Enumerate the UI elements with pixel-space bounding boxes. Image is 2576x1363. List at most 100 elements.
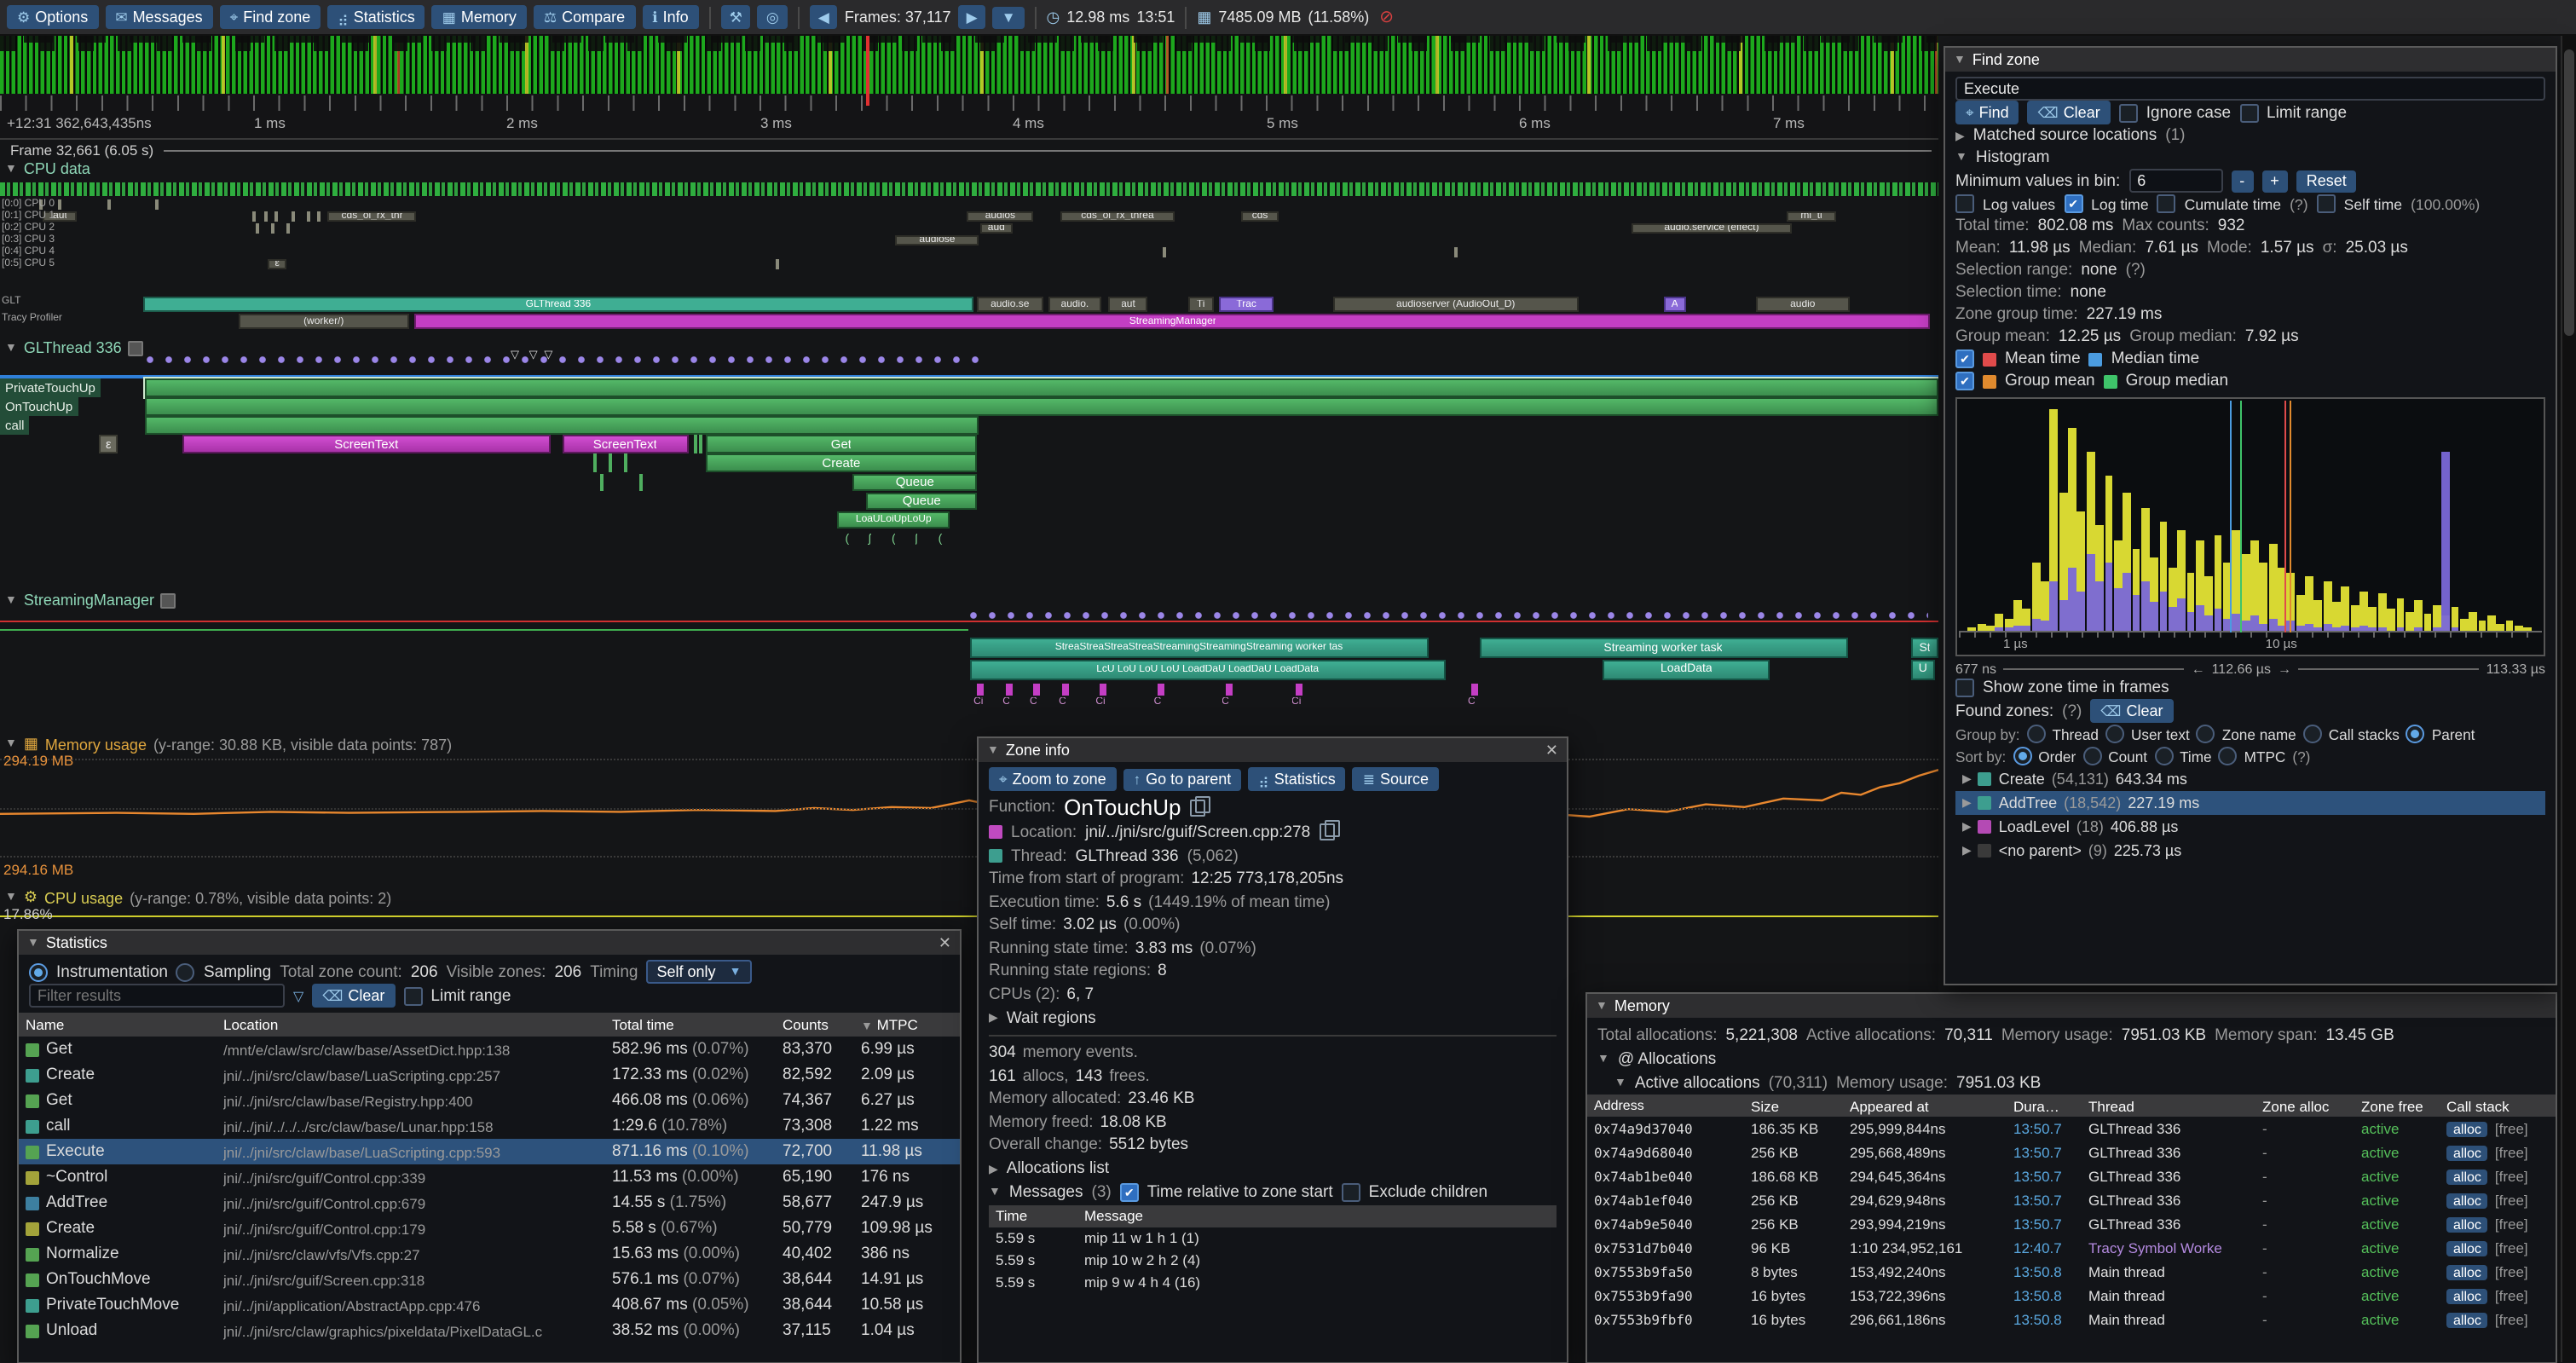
allocation-thread[interactable]: Main thread xyxy=(2088,1287,2165,1304)
copy-icon[interactable] xyxy=(1319,820,1340,840)
alloc-callstack-button[interactable]: alloc xyxy=(2446,1169,2488,1184)
column-duration[interactable]: Dura… xyxy=(2013,1097,2059,1114)
zone-bar[interactable] xyxy=(600,473,604,491)
goto-frame-button[interactable]: ◎ xyxy=(757,5,788,29)
ignore-case-checkbox[interactable] xyxy=(2118,103,2138,122)
cpu-data-header[interactable]: ▼ CPU data xyxy=(5,160,90,177)
sort-by-radio[interactable] xyxy=(2013,747,2032,765)
alloc-callstack-button[interactable]: alloc xyxy=(2446,1288,2488,1303)
close-icon[interactable]: ✕ xyxy=(938,933,951,950)
allocation-row[interactable]: 0x74ab1be040 186.68 KB 294,645,364ns 13:… xyxy=(1587,1164,2556,1188)
zone-bar[interactable]: Get xyxy=(705,435,978,453)
cumulate-time-checkbox[interactable] xyxy=(2157,194,2176,213)
cpu-zone-segment[interactable]: mi_ti xyxy=(1787,211,1836,222)
cpu-zone-segment[interactable] xyxy=(274,211,279,222)
alloc-callstack-button[interactable]: alloc xyxy=(2446,1216,2488,1232)
alloc-callstack-button[interactable]: alloc xyxy=(2446,1121,2488,1136)
cpu-zone-segment[interactable]: audioserver (AudioOut_D) xyxy=(1333,297,1578,312)
zone-bar[interactable] xyxy=(639,473,644,491)
statistics-titlebar[interactable]: ▼ Statistics ✕ xyxy=(19,931,960,955)
memory-usage-graph[interactable] xyxy=(0,759,1938,858)
allocation-address[interactable]: 0x74ab9e5040 xyxy=(1594,1216,1693,1232)
column-time[interactable]: Time xyxy=(996,1207,1028,1224)
column-call-stack[interactable]: Call stack xyxy=(2446,1097,2510,1114)
group-mean-checkbox[interactable]: ✔ xyxy=(1955,372,1974,390)
cpu-zone-segment[interactable]: aut xyxy=(1108,297,1148,312)
alloc-callstack-button[interactable]: alloc xyxy=(2446,1312,2488,1327)
column-name[interactable]: Name xyxy=(26,1016,65,1033)
memory-usage-header[interactable]: ▼ ▦ Memory usage (y-range: 30.88 KB, vis… xyxy=(5,735,452,754)
cpu-usage-header[interactable]: ▼ ⚙ CPU usage (y-range: 0.78%, visible d… xyxy=(5,888,391,907)
min-bin-input[interactable] xyxy=(2128,169,2223,193)
statistics-row[interactable]: call jni/../jni/../../../src/claw/base/L… xyxy=(19,1113,960,1139)
help-icon[interactable]: (?) xyxy=(2062,702,2082,720)
zone-bar[interactable]: C xyxy=(1222,684,1233,707)
zone-bar[interactable]: C xyxy=(1154,684,1164,707)
toolbar-button[interactable]: ✉ Messages xyxy=(105,5,213,29)
time-relative-checkbox[interactable]: ✔ xyxy=(1119,1183,1139,1202)
cpu-zone-segment[interactable]: audiose xyxy=(895,235,979,246)
found-zone-group-row[interactable]: ▶ AddTree (18,542) 227.19 ms xyxy=(1955,791,2545,815)
allocation-thread[interactable]: GLThread 336 xyxy=(2088,1192,2181,1209)
limit-range-checkbox[interactable] xyxy=(2239,103,2259,122)
allocation-address[interactable]: 0x7553b9fa90 xyxy=(1594,1288,1693,1303)
streaming-message-dots[interactable] xyxy=(968,609,1928,622)
min-bin-increase-button[interactable]: + xyxy=(2261,170,2288,192)
column-thread[interactable]: Thread xyxy=(2088,1097,2134,1114)
allocation-address[interactable]: 0x74ab1be040 xyxy=(1594,1169,1693,1184)
zone-bar[interactable]: ( xyxy=(892,533,896,546)
allocation-row[interactable]: 0x7531d7b040 96 KB 1:10 234,952,161 12:4… xyxy=(1587,1236,2556,1260)
gl-message-dots[interactable]: ▽ ▽ ▽ xyxy=(145,349,984,367)
wait-regions-toggle[interactable]: ▶ Wait regions xyxy=(989,1006,1557,1030)
notification-mute-icon[interactable]: ⊘ xyxy=(1379,8,1394,26)
cpu-zone-segment[interactable]: cds_ol_rx_threa xyxy=(1060,211,1175,222)
zone-statistics-button[interactable]: ⣴ Statistics xyxy=(1248,767,1346,791)
cpu-zone-segment[interactable]: ε xyxy=(267,259,287,270)
zone-bar[interactable]: Ci xyxy=(973,684,985,707)
cpu-zone-segment[interactable] xyxy=(775,259,779,270)
zone-bar[interactable] xyxy=(699,435,703,453)
allocation-address[interactable]: 0x7531d7b040 xyxy=(1594,1240,1693,1256)
cpu-zone-segment[interactable] xyxy=(154,199,159,211)
cpu-core-row[interactable]: [0:4] CPU 4 xyxy=(0,247,1938,258)
group-by-radio[interactable] xyxy=(2026,725,2046,743)
instrumentation-radio[interactable] xyxy=(29,962,48,981)
zone-bar[interactable]: Streaming worker task xyxy=(1479,638,1848,658)
zone-time-histogram[interactable]: 1 µs 10 µs xyxy=(1955,397,2545,656)
matched-locations-toggle[interactable]: ▶ Matched source locations (1) xyxy=(1955,124,2545,147)
allocations-table-header[interactable]: Address Size Appeared at Dura… Thread Zo… xyxy=(1587,1094,2556,1117)
cpu-zone-segment[interactable]: aud xyxy=(980,223,1012,234)
statistics-row[interactable]: ~Control jni/../jni/src/guif/Control.cpp… xyxy=(19,1164,960,1190)
cpu-zone-segment[interactable] xyxy=(317,211,321,222)
zoom-to-zone-button[interactable]: ⌖ Zoom to zone xyxy=(989,767,1117,791)
cpu-zone-segment[interactable] xyxy=(107,199,111,211)
thread-name[interactable]: GLThread 336 xyxy=(1075,846,1179,865)
message-row[interactable]: 5.59 s mip 9 w 4 h 4 (16) xyxy=(989,1271,1557,1293)
cpu-zone-segment[interactable] xyxy=(58,199,62,211)
message-marker-icon[interactable]: ▽ xyxy=(544,349,553,361)
cpu-zone-segment[interactable]: audios xyxy=(967,211,1034,222)
allocation-address[interactable]: 0x74a9d68040 xyxy=(1594,1145,1693,1160)
gl-thread-header[interactable]: ▼ GLThread 336 xyxy=(5,339,144,356)
zone-info-titlebar[interactable]: ▼ Zone info ✕ xyxy=(979,738,1567,762)
column-counts[interactable]: Counts xyxy=(783,1016,829,1033)
allocation-row[interactable]: 0x7553b9fa50 8 bytes 153,492,240ns 13:50… xyxy=(1587,1260,2556,1284)
tools-button[interactable]: ⚒ xyxy=(720,5,751,29)
cpu-zone-segment[interactable] xyxy=(256,223,260,234)
allocation-thread[interactable]: GLThread 336 xyxy=(2088,1144,2181,1161)
help-icon[interactable]: (?) xyxy=(2125,261,2146,280)
thread-pin-icon[interactable] xyxy=(160,592,176,608)
column-mtpc[interactable]: ▼ MTPC xyxy=(861,1016,918,1033)
zone-bar[interactable] xyxy=(592,453,597,472)
found-zone-group-row[interactable]: ▶ LoadLevel (18) 406.88 µs xyxy=(1955,815,2545,839)
clear-filter-button[interactable]: ⌫ Clear xyxy=(312,984,396,1008)
find-button[interactable]: ⌖ Find xyxy=(1955,101,2019,124)
cpu-zone-segment[interactable] xyxy=(251,211,256,222)
zone-bar[interactable] xyxy=(145,397,1938,416)
zone-bar[interactable]: StreaStreaStreaStreaStreamingStreamingSt… xyxy=(969,638,1429,658)
cpu-zone-segment[interactable] xyxy=(38,199,43,211)
cpu-zone-segment[interactable]: cds xyxy=(1240,211,1279,222)
cpu-zone-segment[interactable]: StreamingManager xyxy=(414,314,1931,329)
message-marker-icon[interactable]: ▽ xyxy=(528,349,538,361)
cpu-zone-segment[interactable] xyxy=(271,223,275,234)
